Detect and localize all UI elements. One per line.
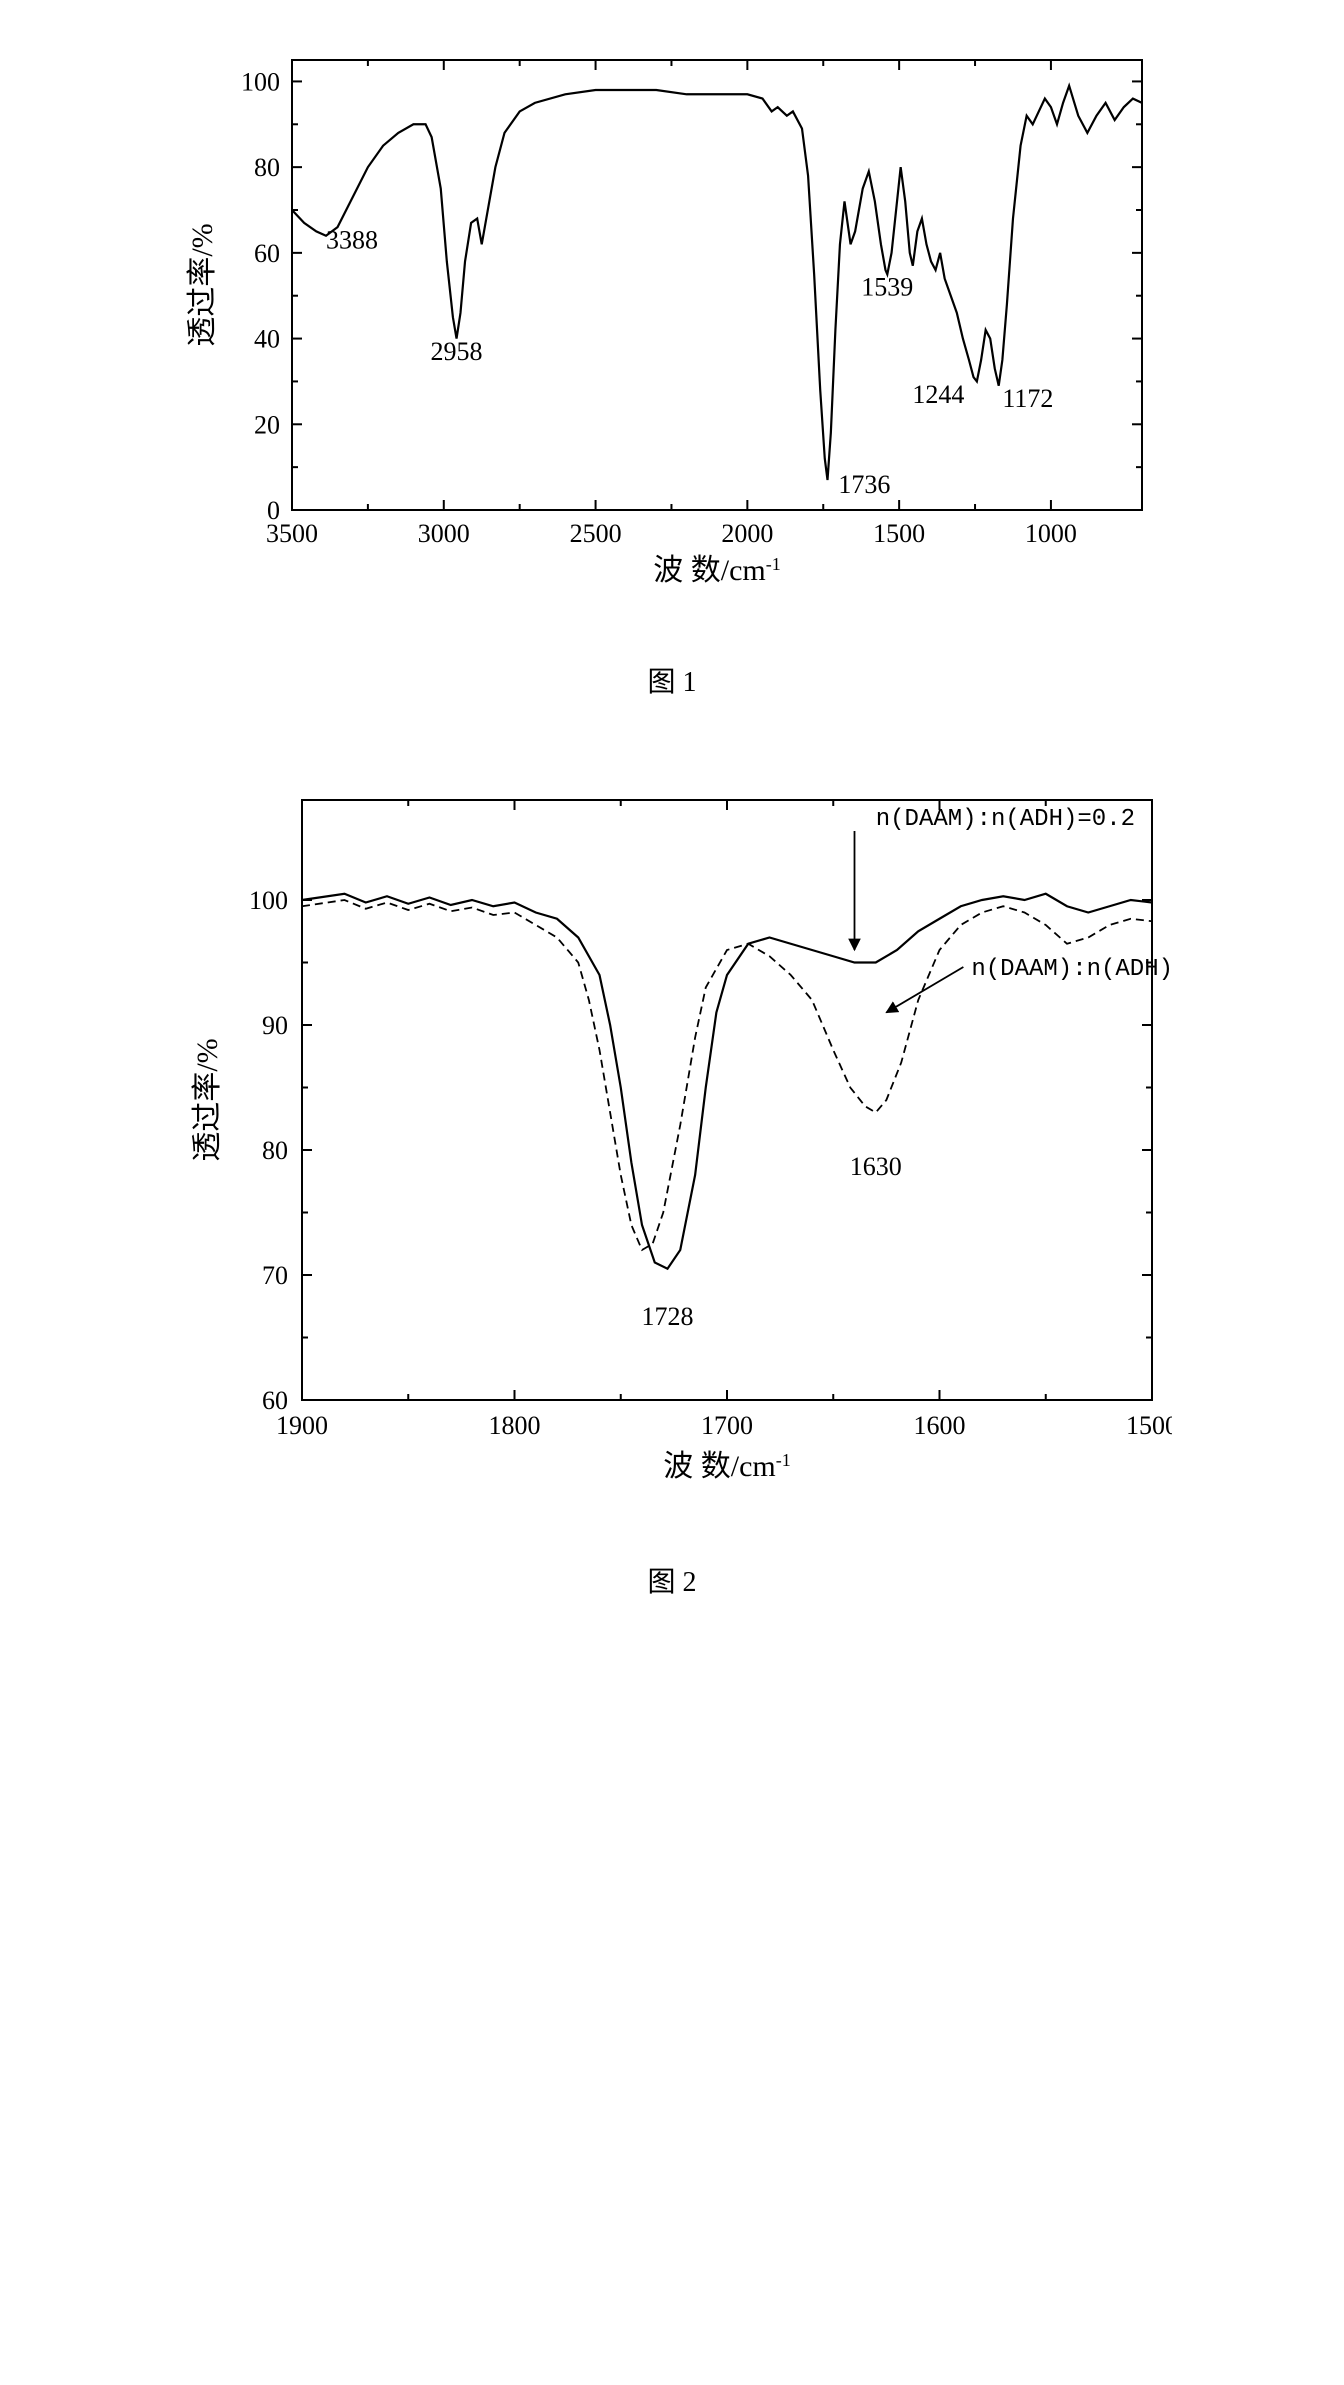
svg-text:3000: 3000	[418, 519, 470, 548]
svg-text:100: 100	[241, 67, 280, 96]
figure-1-svg: 350030002500200015001000020406080100波 数/…	[172, 40, 1172, 600]
svg-text:100: 100	[249, 886, 288, 915]
svg-text:波 数/cm-1: 波 数/cm-1	[663, 1450, 791, 1483]
svg-text:80: 80	[254, 153, 280, 182]
svg-text:90: 90	[262, 1011, 288, 1040]
series-annotation: n(DAAM):n(ADH)=1:1	[971, 956, 1172, 983]
peak-label: 3388	[326, 226, 378, 255]
svg-text:1000: 1000	[1025, 519, 1077, 548]
svg-text:2500: 2500	[570, 519, 622, 548]
figure-1-caption: 图 1	[172, 660, 1172, 700]
peak-label: 1728	[642, 1302, 694, 1331]
figure-1-chart: 350030002500200015001000020406080100波 数/…	[172, 40, 1172, 600]
svg-text:60: 60	[254, 239, 280, 268]
svg-text:80: 80	[262, 1136, 288, 1165]
svg-text:20: 20	[254, 410, 280, 439]
peak-label: 1244	[912, 380, 964, 409]
figure-2-chart: 1900 1800 1700 1600 1500 60 70 80 90 100 波 数/cm-1 透…	[172, 780, 1172, 1500]
svg-text:1700: 1700	[701, 1411, 753, 1440]
series-ratio-1-1	[302, 900, 1152, 1250]
svg-text:1500: 1500	[1126, 1411, 1172, 1440]
svg-text:70: 70	[262, 1261, 288, 1290]
figure-2: 1900 1800 1700 1600 1500 60 70 80 90 100 波 数/cm-1 透…	[172, 780, 1172, 1600]
ir-spectrum-line	[292, 86, 1142, 480]
svg-text:60: 60	[262, 1386, 288, 1415]
series-annotation: n(DAAM):n(ADH)=0.2	[876, 806, 1135, 833]
svg-text:1500: 1500	[873, 519, 925, 548]
svg-text:1900: 1900	[276, 1411, 328, 1440]
figure-1: 350030002500200015001000020406080100波 数/…	[172, 40, 1172, 700]
svg-text:0: 0	[267, 496, 280, 525]
peak-label: 1630	[850, 1152, 902, 1181]
svg-text:40: 40	[254, 325, 280, 354]
peak-label: 1539	[861, 273, 913, 302]
peak-label: 1172	[1002, 384, 1053, 413]
peak-label: 1736	[838, 470, 890, 499]
svg-text:透过率/%: 透过率/%	[191, 1038, 224, 1161]
figure-2-svg: 1900 1800 1700 1600 1500 60 70 80 90 100 波 数/cm-1 透…	[172, 780, 1172, 1500]
svg-text:1600: 1600	[914, 1411, 966, 1440]
annotation-arrow	[886, 967, 963, 1013]
svg-text:2000: 2000	[721, 519, 773, 548]
peak-label: 2958	[431, 337, 483, 366]
svg-text:波 数/cm-1: 波 数/cm-1	[653, 554, 781, 587]
svg-text:透过率/%: 透过率/%	[186, 223, 219, 346]
figure-2-caption: 图 2	[172, 1560, 1172, 1600]
svg-text:1800: 1800	[489, 1411, 541, 1440]
